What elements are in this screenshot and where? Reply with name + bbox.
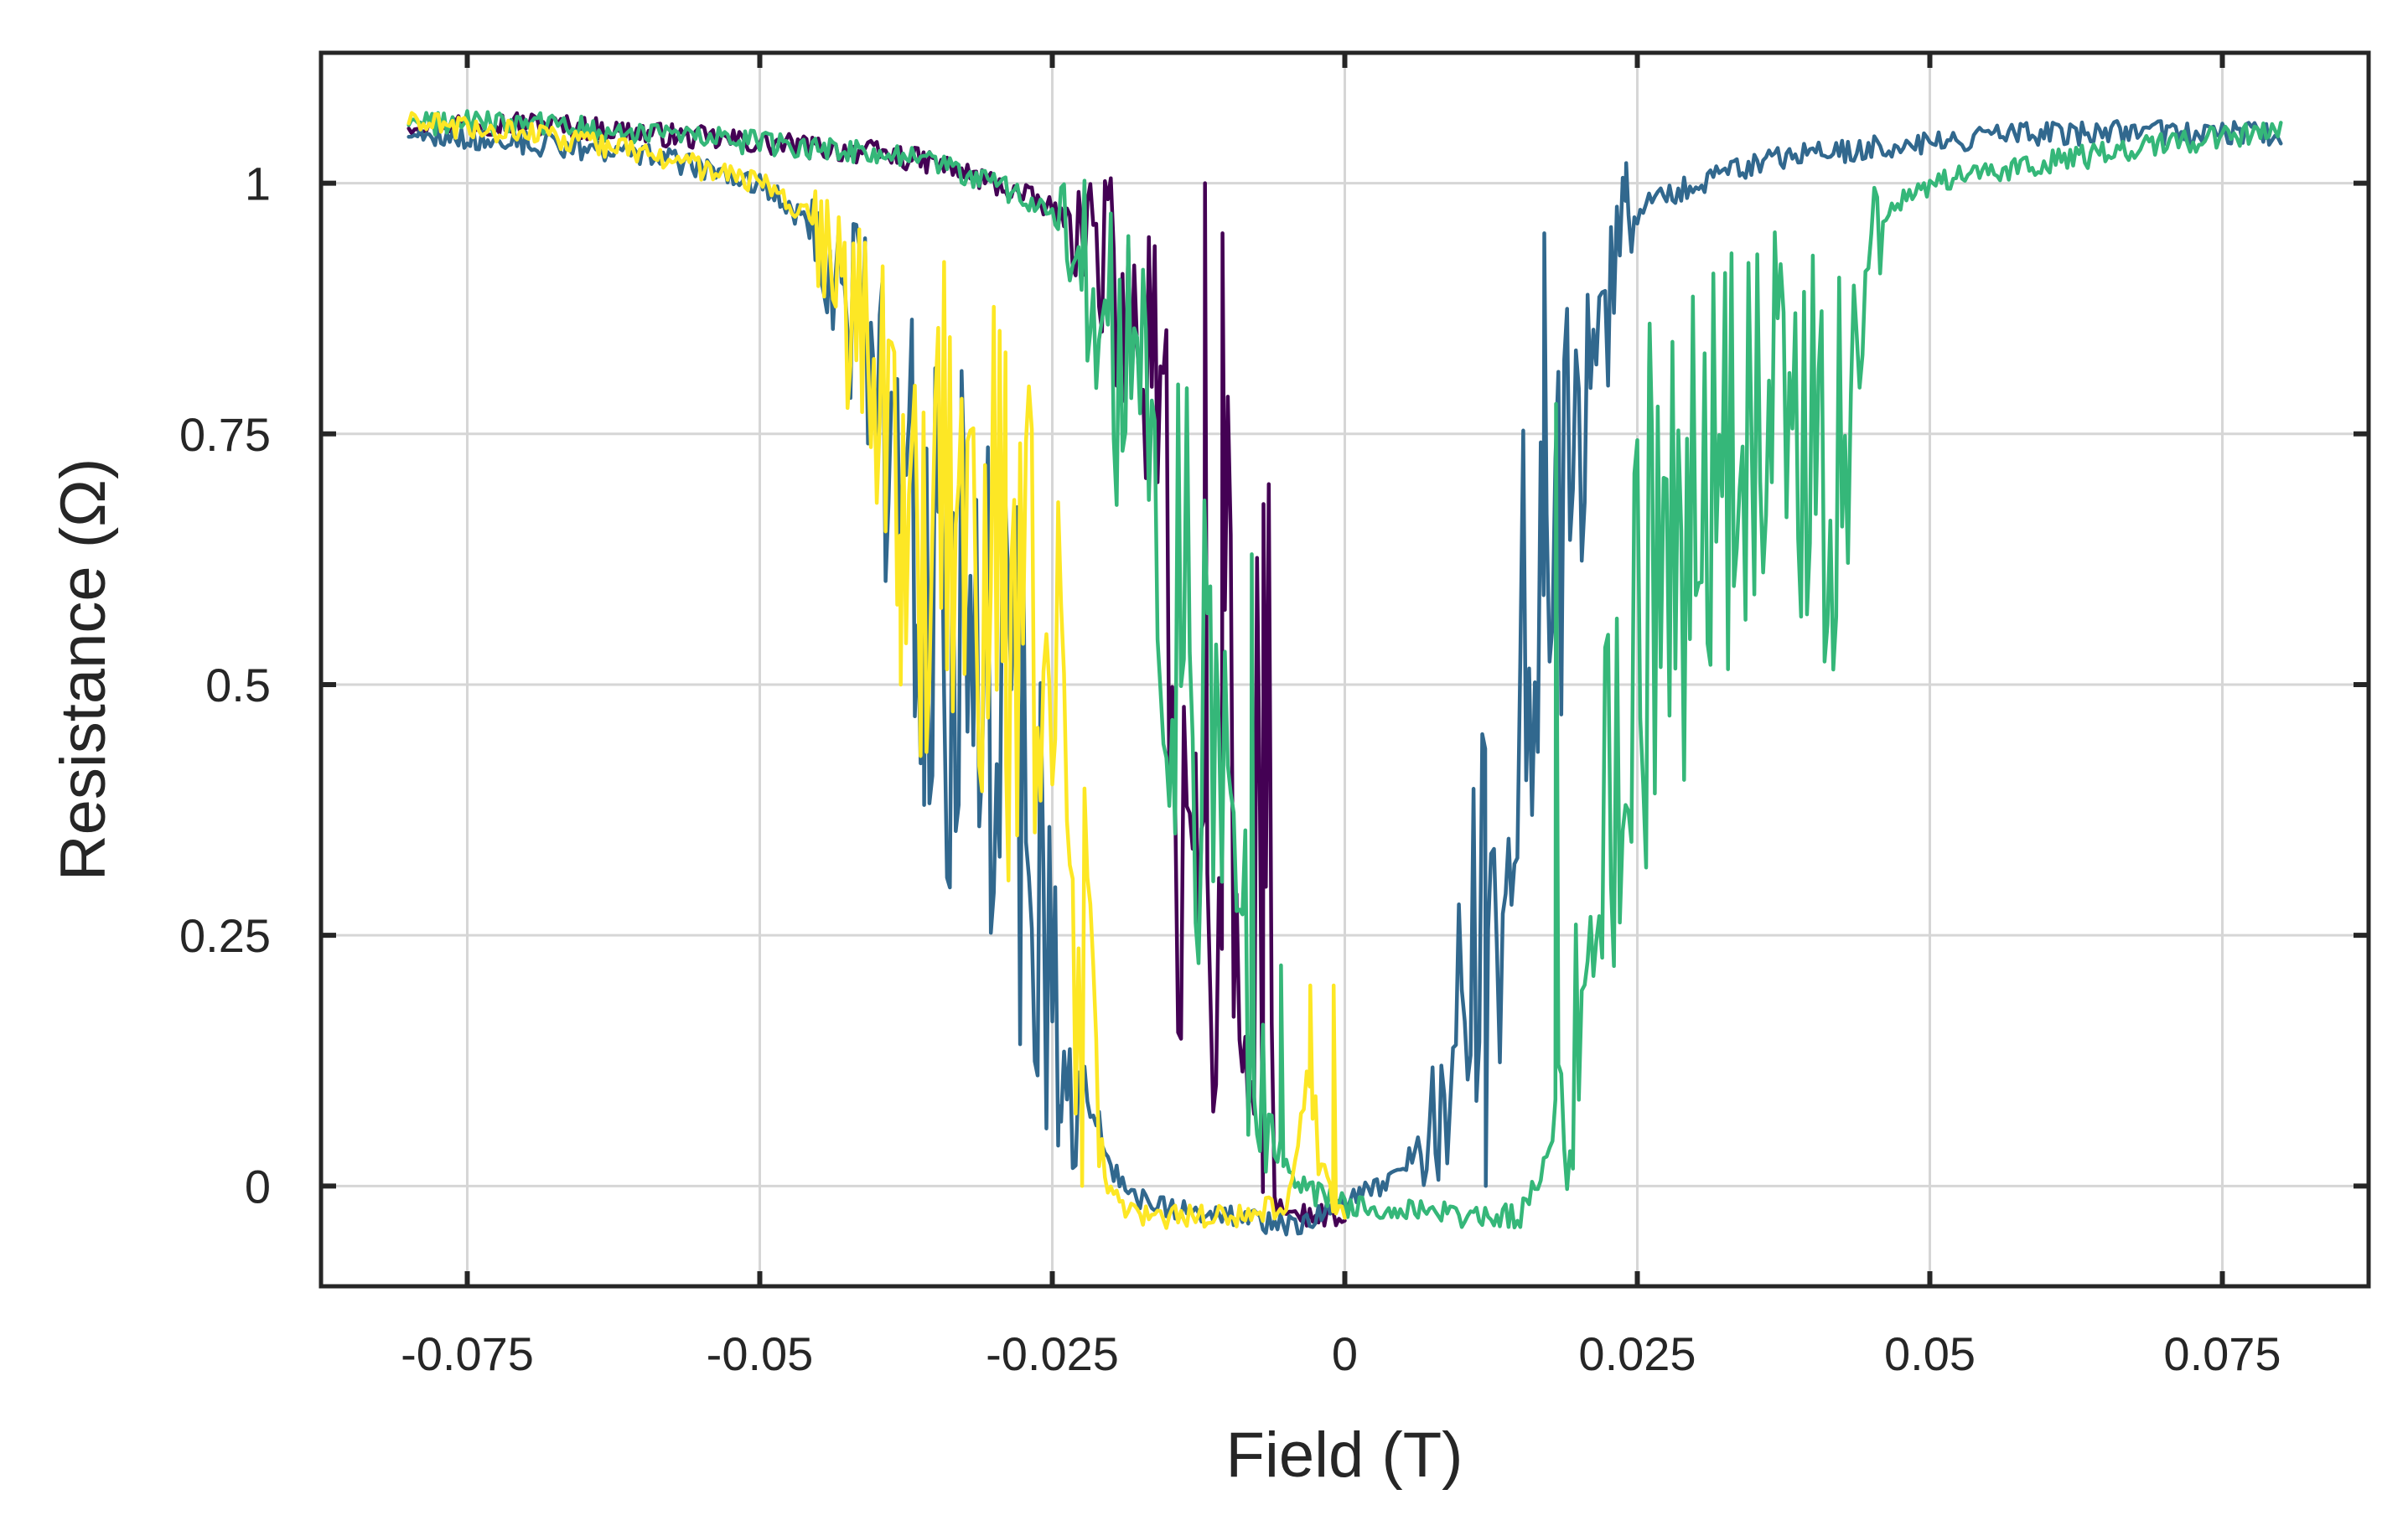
x-tick-label: -0.025 (986, 1327, 1119, 1380)
series-line-3 (407, 109, 2283, 1230)
x-tick-label: -0.05 (707, 1327, 814, 1380)
y-tick-labels: 0 0.25 0.5 0.75 1 (179, 158, 271, 1213)
x-tick-label: 0.05 (1884, 1327, 1976, 1380)
x-tick-labels: -0.075 -0.05 -0.025 0 0.025 0.05 0.075 (401, 1327, 2281, 1380)
y-tick-label: 0 (245, 1160, 271, 1213)
series-layer (407, 109, 2283, 1237)
tick-marks (321, 53, 2369, 1286)
y-axis-title: Resistance (Ω) (48, 458, 119, 882)
x-tick-label: 0 (1332, 1327, 1358, 1380)
x-tick-label: 0.025 (1578, 1327, 1696, 1380)
x-axis-title: Field (T) (1226, 1420, 1463, 1491)
series-line-4 (407, 111, 1347, 1230)
x-tick-label: 0.075 (2163, 1327, 2281, 1380)
y-tick-label: 1 (245, 158, 271, 210)
x-tick-label: -0.075 (401, 1327, 534, 1380)
y-tick-label: 0.5 (205, 659, 271, 711)
y-tick-label: 0.25 (179, 909, 271, 962)
grid-lines (321, 53, 2369, 1286)
y-tick-label: 0.75 (179, 408, 271, 461)
